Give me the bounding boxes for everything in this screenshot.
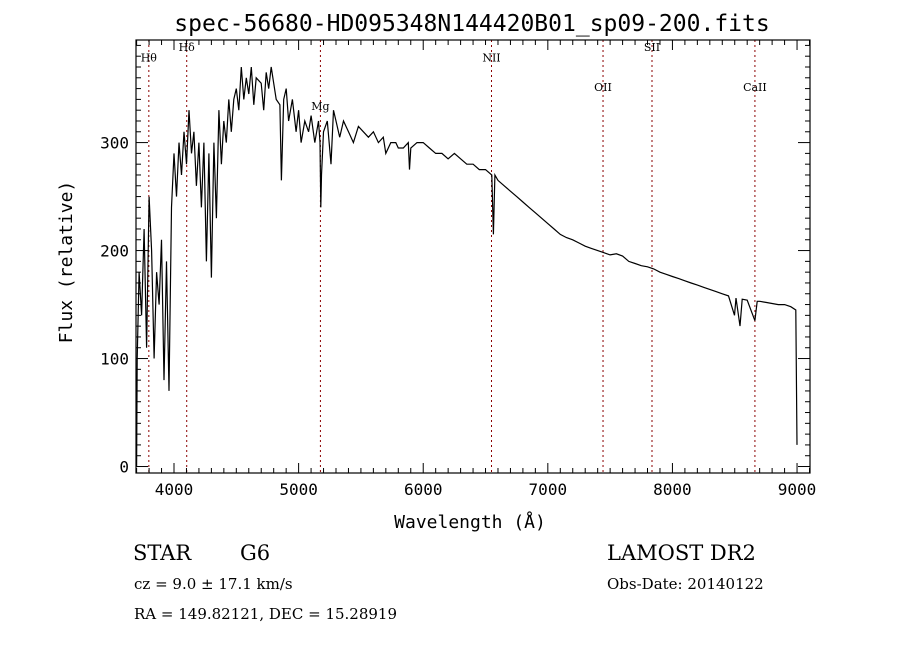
chart-title: spec-56680-HD095348N144420B01_sp09-200.f…	[174, 11, 769, 37]
y-tick-label: 0	[119, 458, 129, 477]
spectrum-line	[136, 66, 798, 467]
x-tick-label: 9000	[778, 480, 817, 499]
line-label-OII: OII	[594, 81, 612, 94]
plot-frame	[135, 39, 811, 474]
y-tick-label: 300	[100, 134, 129, 153]
line-label-NII: NII	[482, 52, 500, 65]
x-axis-label: Wavelength (Å)	[394, 511, 546, 533]
line-label-Mg: Mg	[311, 100, 329, 113]
line-label-Hδ: Hδ	[179, 41, 196, 54]
x-tick-label: 6000	[404, 480, 443, 499]
line-label-CaII: CaII	[743, 81, 767, 94]
y-tick-label: 100	[100, 350, 129, 369]
survey-label: LAMOST DR2	[607, 541, 756, 565]
line-label-Hθ: Hθ	[141, 52, 158, 65]
x-tick-label: 7000	[529, 480, 568, 499]
x-tick-label: 8000	[653, 480, 692, 499]
redshift-info: cz = 9.0 ± 17.1 km/s	[134, 575, 293, 593]
x-tick-label: 4000	[155, 480, 194, 499]
x-tick-label: 5000	[279, 480, 318, 499]
coordinates: RA = 149.82121, DEC = 15.28919	[134, 605, 397, 623]
y-axis-label: Flux (relative)	[56, 181, 77, 344]
obs-date: Obs-Date: 20140122	[607, 575, 764, 593]
subclass: G6	[240, 541, 270, 565]
y-tick-label: 200	[100, 242, 129, 261]
object-class: STAR	[133, 541, 192, 565]
line-label-SII: SII	[644, 41, 660, 54]
